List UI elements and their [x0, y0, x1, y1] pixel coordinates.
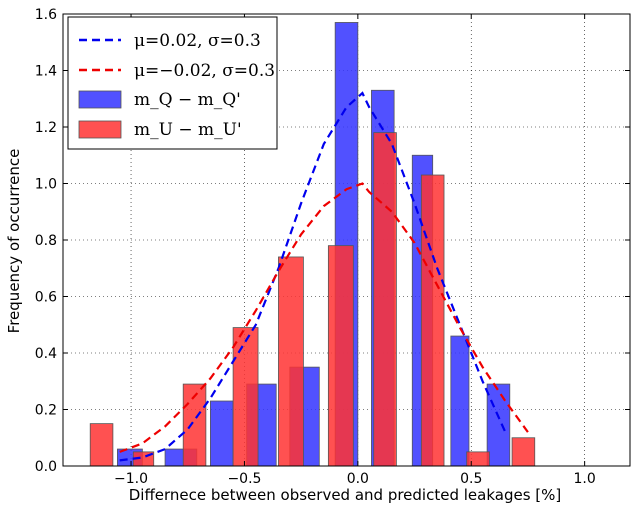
histogram-bar — [89, 423, 114, 467]
histogram-bar — [450, 335, 470, 467]
legend: μ=0.02, σ=0.3 μ=−0.02, σ=0.3 m_Q − m_Q' … — [67, 16, 278, 150]
histogram-bar — [511, 437, 536, 467]
axis-ticks: −1.0 −0.5 0.0 0.5 1.0 0.0 0.2 0.4 0.6 0.8 1.0 1.2 1.… — [35, 7, 630, 487]
y-tick-label: 0.6 — [35, 290, 57, 306]
histogram-bar — [327, 245, 354, 467]
histogram-bar — [420, 174, 445, 467]
y-tick-label: 0.8 — [35, 233, 57, 249]
y-tick-label: 1.4 — [35, 64, 57, 80]
y-tick-label: 1.6 — [35, 7, 57, 23]
histogram-bar — [278, 256, 304, 467]
gaussian-fit-curves — [119, 91, 529, 462]
histogram-bar — [210, 400, 234, 467]
x-tick-label: 0.0 — [347, 471, 369, 487]
legend-box — [67, 16, 278, 150]
histogram-bars — [89, 22, 536, 467]
legend-label-mu: m_U − m_U' — [134, 120, 242, 140]
x-tick-label: −1.0 — [114, 471, 148, 487]
histogram-bar — [486, 383, 511, 467]
legend-swatch-red-bar — [78, 120, 122, 139]
legend-swatch-blue-bar — [78, 90, 122, 109]
y-tick-label: 0.2 — [35, 403, 57, 419]
y-axis-label: Frequency of occurrence — [5, 149, 23, 334]
y-tick-label: 1.0 — [35, 177, 57, 193]
legend-label-mq: m_Q − m_Q' — [134, 90, 241, 110]
gaussian-curve — [119, 182, 529, 453]
legend-label-blue-fit: μ=0.02, σ=0.3 — [134, 31, 261, 51]
y-tick-label: 0.0 — [35, 459, 57, 475]
x-axis-label: Differnece between observed and predicte… — [129, 486, 562, 504]
histogram-bar — [466, 451, 490, 467]
x-tick-label: 1.0 — [574, 471, 596, 487]
y-tick-label: 0.4 — [35, 346, 57, 362]
gaussian-curve — [119, 91, 507, 462]
y-tick-label: 1.2 — [35, 120, 57, 136]
histogram-bar — [373, 132, 397, 467]
legend-label-red-fit: μ=−0.02, σ=0.3 — [134, 61, 275, 81]
histogram-bar — [232, 327, 259, 467]
x-tick-label: −0.5 — [227, 471, 261, 487]
x-tick-label: 0.5 — [460, 471, 482, 487]
